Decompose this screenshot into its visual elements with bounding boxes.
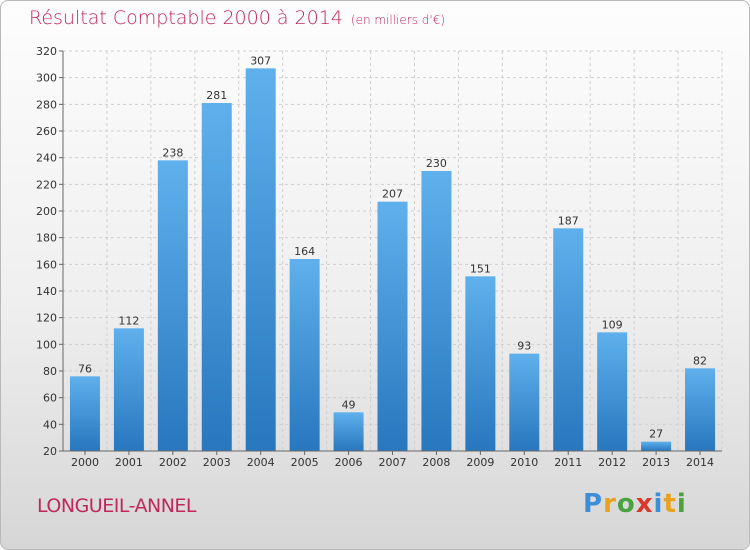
- y-tick-label: 220: [36, 178, 57, 191]
- logo-letter: r: [603, 489, 617, 519]
- bar-2011: [553, 228, 584, 451]
- data-label-2008: 230: [426, 157, 447, 170]
- logo-letter: i: [676, 489, 687, 519]
- data-label-2010: 93: [517, 340, 531, 353]
- y-tick-label: 120: [36, 312, 57, 325]
- data-label-2012: 109: [602, 318, 623, 331]
- logo-letter: P: [583, 489, 604, 519]
- x-tick-label-2013: 2013: [642, 456, 670, 469]
- bar-2000: [69, 376, 100, 451]
- x-tick-label-2004: 2004: [247, 456, 275, 469]
- y-tick-label: 140: [36, 285, 57, 298]
- bar-2002: [157, 160, 188, 452]
- bar-2003: [201, 103, 232, 451]
- data-label-2004: 307: [250, 54, 271, 67]
- data-label-2011: 187: [558, 214, 579, 227]
- y-tick-label: 80: [43, 365, 57, 378]
- bar-2012: [597, 332, 628, 451]
- logo-letter: i: [653, 489, 664, 519]
- data-label-2000: 76: [78, 362, 92, 375]
- logo-letter: o: [616, 489, 636, 519]
- logo-letter: t: [663, 489, 677, 519]
- y-tick-label: 180: [36, 232, 57, 245]
- y-tick-label: 280: [36, 98, 57, 111]
- data-label-2003: 281: [206, 89, 227, 102]
- x-tick-label-2002: 2002: [159, 456, 187, 469]
- chart-subtitle: (en milliers d'€): [350, 13, 446, 27]
- data-label-2006: 49: [342, 398, 356, 411]
- bar-2001: [113, 328, 144, 451]
- x-tick-label-2000: 2000: [71, 456, 99, 469]
- x-tick-label-2012: 2012: [598, 456, 626, 469]
- y-tick-label: 320: [36, 45, 57, 58]
- x-tick-label-2009: 2009: [466, 456, 494, 469]
- x-tick-label-2014: 2014: [686, 456, 714, 469]
- proxiti-logo: Proxiti: [583, 489, 687, 519]
- y-tick-label: 20: [43, 445, 57, 458]
- y-tick-label: 240: [36, 152, 57, 165]
- data-label-2007: 207: [382, 188, 403, 201]
- data-label-2005: 164: [294, 245, 315, 258]
- data-label-2001: 112: [118, 314, 139, 327]
- x-tick-label-2011: 2011: [554, 456, 582, 469]
- bar-2004: [245, 68, 276, 451]
- bar-2014: [685, 368, 716, 451]
- chart-title-text: Résultat Comptable 2000 à 2014: [29, 7, 343, 29]
- x-tick-label-2008: 2008: [422, 456, 450, 469]
- x-tick-label-2006: 2006: [335, 456, 363, 469]
- y-tick-label: 200: [36, 205, 57, 218]
- data-label-2002: 238: [162, 146, 183, 159]
- data-label-2014: 82: [693, 354, 707, 367]
- x-tick-label-2001: 2001: [115, 456, 143, 469]
- bar-2009: [465, 276, 496, 451]
- y-tick-label: 160: [36, 258, 57, 271]
- chart-title: Résultat Comptable 2000 à 2014 (en millie…: [29, 7, 445, 29]
- y-tick-label: 40: [43, 418, 57, 431]
- bar-2013: [641, 441, 672, 451]
- bar-2010: [509, 353, 540, 451]
- x-tick-label-2010: 2010: [510, 456, 538, 469]
- place-name: LONGUEIL-ANNEL: [37, 495, 197, 517]
- y-tick-label: 300: [36, 72, 57, 85]
- bar-2005: [289, 259, 320, 451]
- x-tick-label-2003: 2003: [203, 456, 231, 469]
- x-tick-label-2007: 2007: [379, 456, 407, 469]
- bar-2007: [377, 201, 408, 451]
- x-tick-label-2005: 2005: [291, 456, 319, 469]
- y-tick-label: 100: [36, 338, 57, 351]
- logo-letter: x: [635, 489, 654, 519]
- data-label-2009: 151: [470, 262, 491, 275]
- bar-2008: [421, 171, 452, 451]
- bar-2006: [333, 412, 364, 451]
- data-label-2013: 27: [649, 428, 663, 441]
- y-tick-label: 260: [36, 125, 57, 138]
- y-tick-label: 60: [43, 392, 57, 405]
